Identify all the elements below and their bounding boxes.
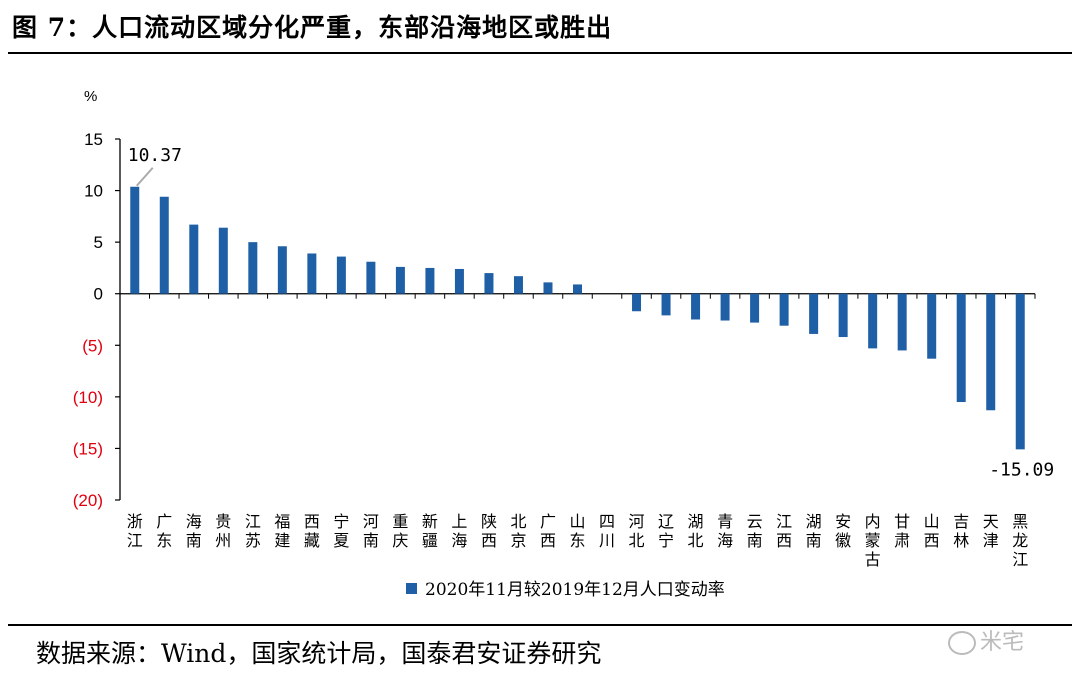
bar <box>513 276 523 294</box>
category-label: 广西 <box>540 512 556 550</box>
bar <box>189 224 199 294</box>
category-labels: 浙江广东海南贵州江苏福建西藏宁夏河南重庆新疆上海陕西北京广西山东四川河北辽宁湖北… <box>127 512 1028 569</box>
legend-swatch <box>406 583 417 594</box>
source-rule <box>8 624 1072 626</box>
title-rule <box>8 52 1072 54</box>
y-tick-label: (15) <box>73 439 103 458</box>
bar <box>159 196 169 294</box>
y-tick-label: 5 <box>94 233 103 252</box>
bars <box>130 186 1025 450</box>
y-axis: 15 10 5 0 (5) (10) (15) (20) <box>73 130 121 510</box>
category-label: 吉林 <box>953 512 969 550</box>
watermark: 米宅 <box>948 624 1024 656</box>
y-axis-unit: % <box>84 88 97 105</box>
category-label: 江西 <box>776 512 792 550</box>
category-label: 安徽 <box>835 512 851 550</box>
bar <box>927 293 937 359</box>
bar <box>750 293 760 323</box>
y-tick-label: 15 <box>84 130 103 149</box>
bar <box>986 293 996 411</box>
bar <box>868 293 878 349</box>
category-label: 河南 <box>363 512 379 550</box>
bar <box>632 293 642 312</box>
y-tick-label: (20) <box>73 491 103 510</box>
bar <box>956 293 966 403</box>
legend: 2020年11月较2019年12月人口变动率 <box>406 580 725 600</box>
y-tick-label: (10) <box>73 388 103 407</box>
bar <box>277 246 287 294</box>
category-label: 青海 <box>717 512 733 550</box>
bar <box>691 293 701 320</box>
category-label: 贵州 <box>215 512 231 550</box>
bar <box>130 186 140 294</box>
category-label: 山西 <box>924 512 940 550</box>
category-label: 湖南 <box>806 512 822 550</box>
bar <box>1015 293 1025 450</box>
bar <box>543 282 553 294</box>
category-label: 湖北 <box>688 512 704 550</box>
bar <box>573 284 582 294</box>
data-label-leader <box>136 167 154 187</box>
legend-label: 2020年11月较2019年12月人口变动率 <box>425 580 725 600</box>
wechat-icon <box>948 631 976 655</box>
bar <box>336 256 346 294</box>
category-label: 上海 <box>451 512 467 550</box>
bar <box>720 293 730 321</box>
bar <box>809 293 819 334</box>
bar <box>661 293 671 316</box>
category-label: 宁夏 <box>333 512 349 550</box>
bar <box>366 261 376 294</box>
category-label: 江苏 <box>245 512 261 550</box>
category-label: 西藏 <box>304 512 320 550</box>
category-label: 北京 <box>510 512 526 550</box>
category-label: 海南 <box>186 512 202 550</box>
bar <box>307 253 317 294</box>
bar <box>779 293 789 326</box>
y-tick-label: 0 <box>94 285 103 304</box>
bar <box>395 266 405 294</box>
category-label: 浙江 <box>127 512 143 550</box>
category-label: 内蒙古 <box>865 512 881 569</box>
category-label: 四川 <box>599 512 615 550</box>
figure-title: 图 7：人口流动区域分化严重，东部沿海地区或胜出 <box>12 13 613 42</box>
category-label: 甘肃 <box>894 512 910 550</box>
category-label: 广东 <box>156 512 172 550</box>
category-label: 陕西 <box>481 512 497 550</box>
category-label: 云南 <box>747 512 763 550</box>
y-tick-label: (5) <box>82 336 103 355</box>
category-label: 辽宁 <box>658 512 674 550</box>
bar <box>454 268 464 294</box>
category-label: 新疆 <box>422 512 438 550</box>
bar <box>897 293 907 351</box>
bar <box>838 293 848 338</box>
bar <box>218 227 228 294</box>
category-label: 黑龙江 <box>1012 512 1028 569</box>
category-label: 山东 <box>569 512 585 550</box>
bar <box>484 273 494 294</box>
data-label: -15.09 <box>989 459 1054 480</box>
category-label: 天津 <box>983 512 999 550</box>
bar <box>425 267 435 294</box>
category-label: 河北 <box>629 512 645 550</box>
y-tick-label: 10 <box>84 182 103 201</box>
source-note: 数据来源：Wind，国家统计局，国泰君安证券研究 <box>36 639 602 668</box>
category-label: 福建 <box>274 512 290 550</box>
data-labels: 10.37 -15.09 <box>128 145 1054 481</box>
watermark-text: 米宅 <box>980 630 1025 655</box>
data-label: 10.37 <box>128 145 182 166</box>
category-label: 重庆 <box>392 512 408 550</box>
bar <box>248 242 258 294</box>
